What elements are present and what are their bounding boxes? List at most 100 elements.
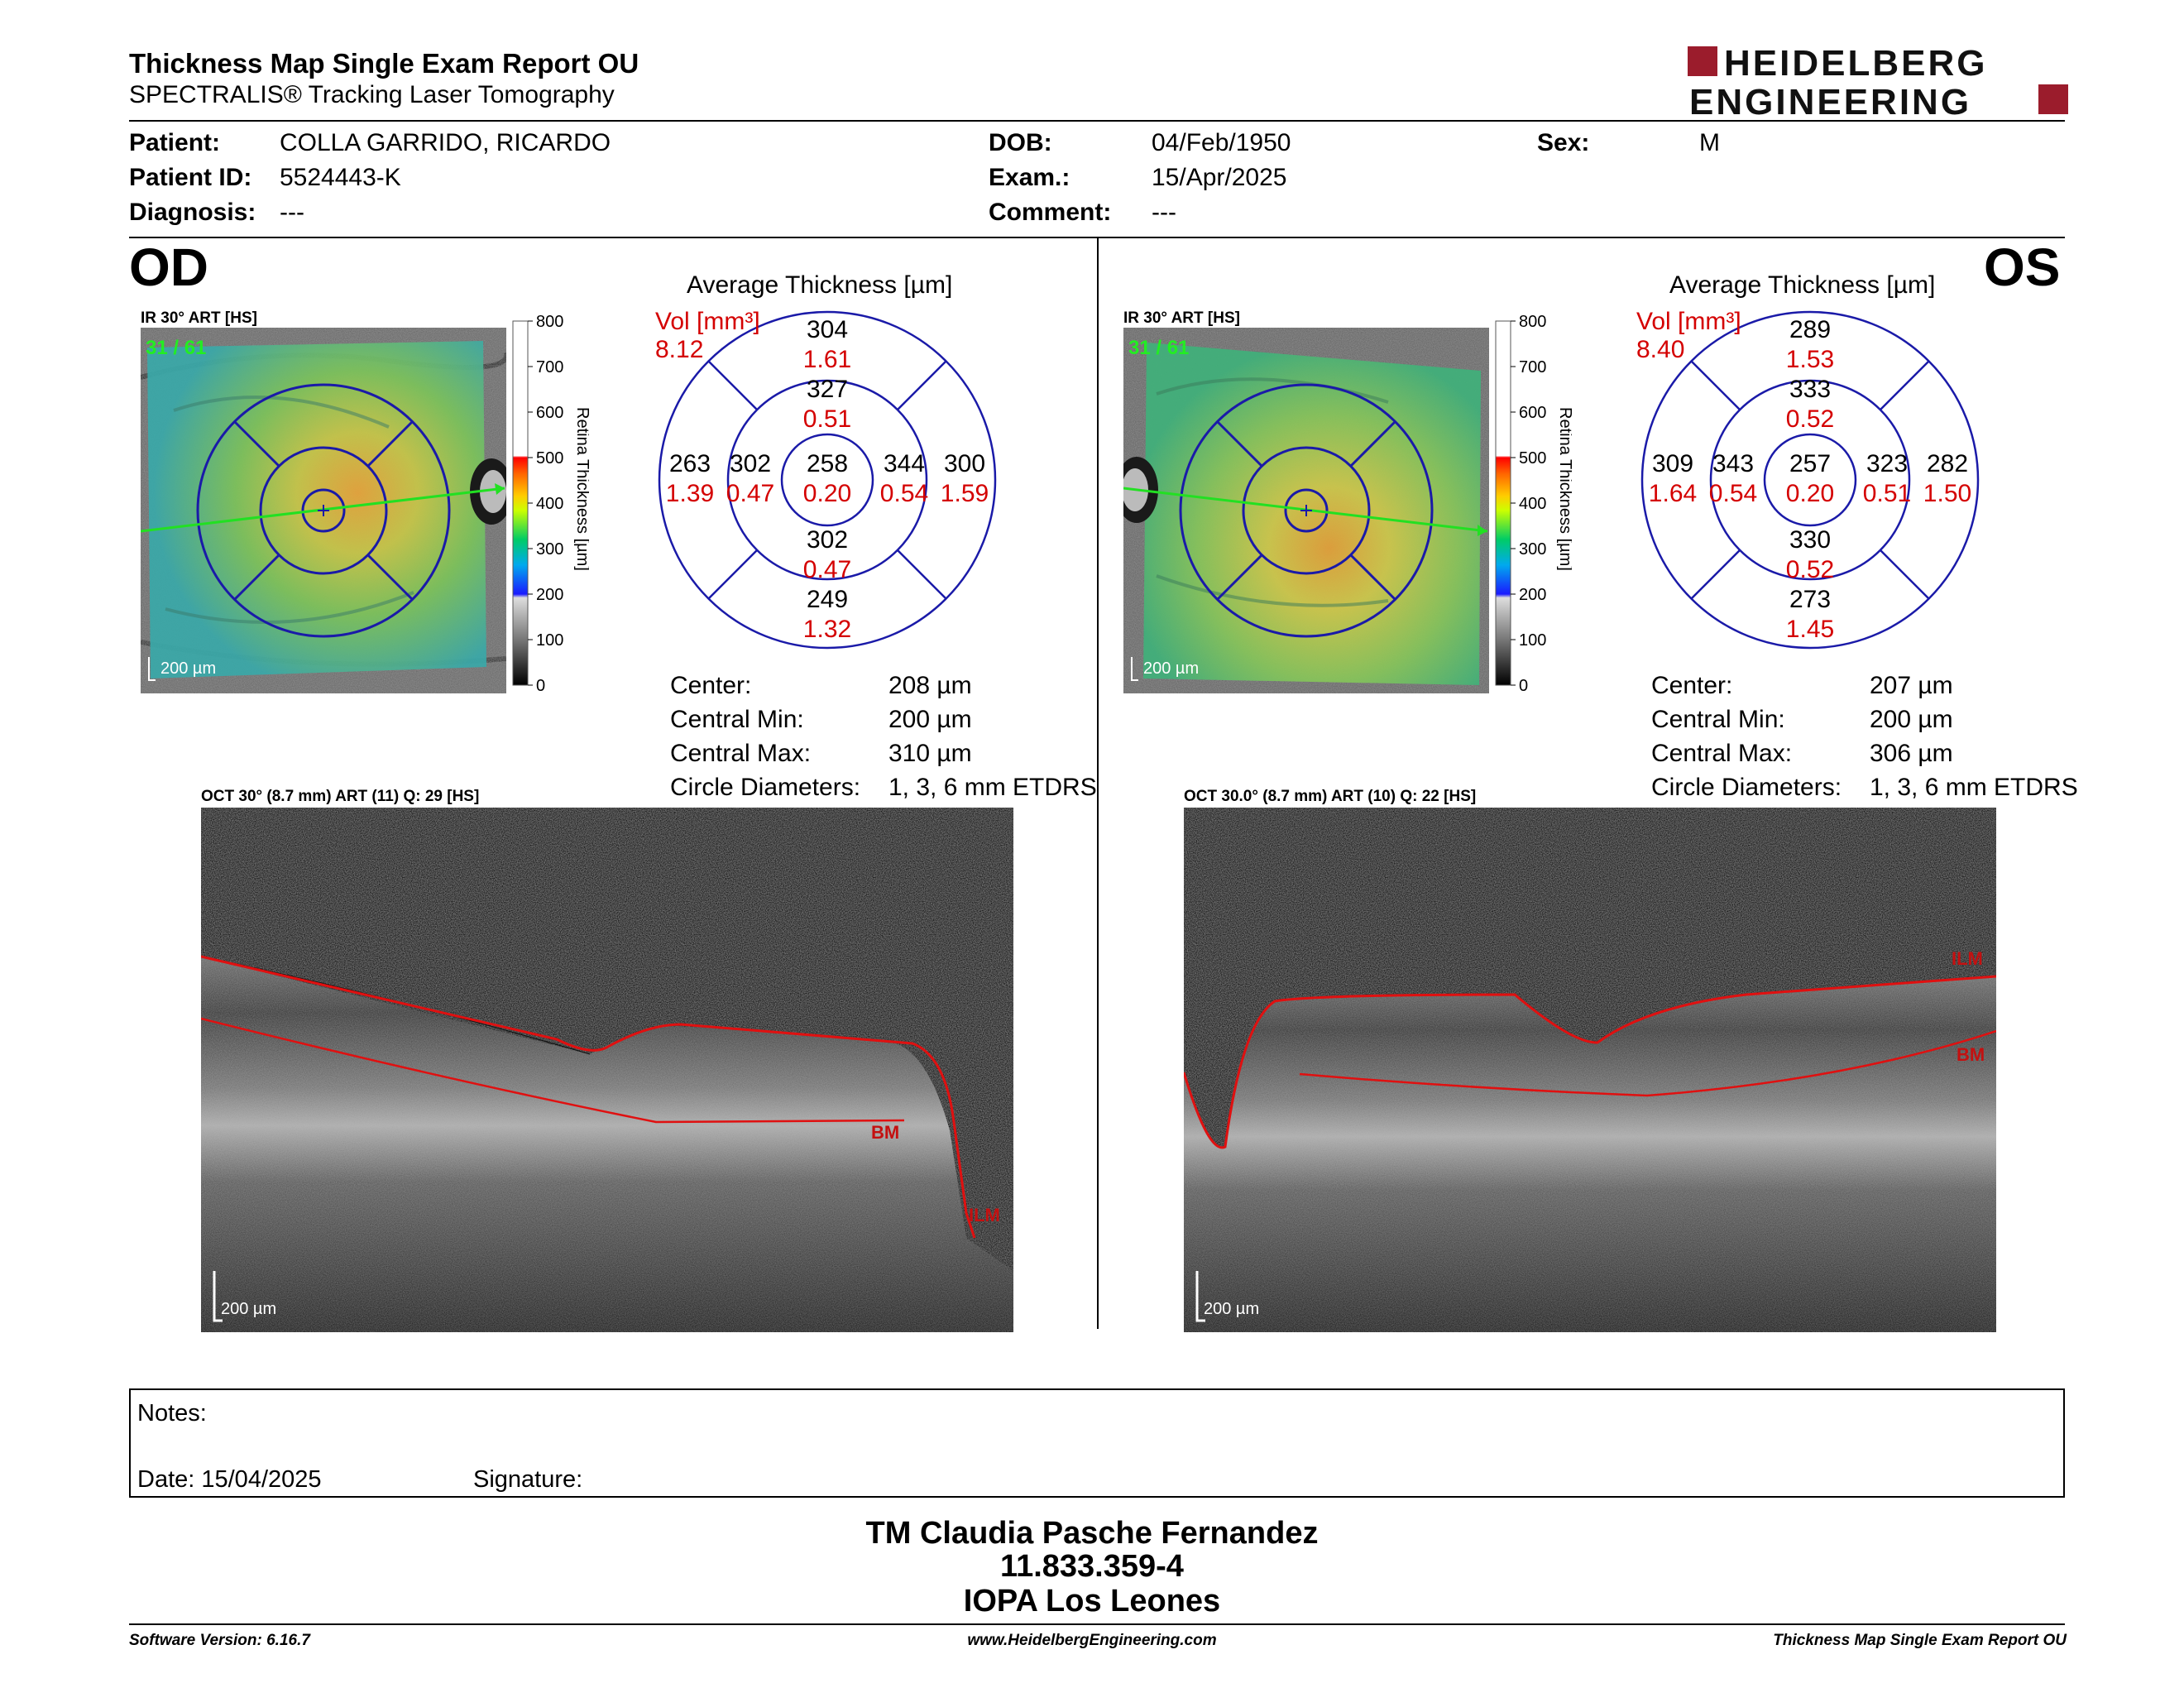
od-sector-inner-right-thickness: 344 bbox=[884, 450, 925, 477]
od-sector-inner-left-thickness: 302 bbox=[730, 450, 771, 477]
colorbar-tick-label: 600 bbox=[1519, 404, 1546, 422]
od-avg-title: Average Thickness [µm] bbox=[687, 271, 953, 299]
os-sector-inner-sup-thickness: 333 bbox=[1789, 376, 1831, 403]
od-sector-center-volume: 0.20 bbox=[803, 480, 851, 507]
os-sector-outer-inf-volume: 1.45 bbox=[1786, 616, 1834, 643]
os-bm-label: BM bbox=[1956, 1044, 1985, 1065]
eye-divider bbox=[1097, 238, 1099, 1329]
sex: M bbox=[1699, 129, 1720, 156]
colorbar-tick-label: 0 bbox=[536, 677, 545, 695]
od-ilm-label: ILM bbox=[969, 1205, 1000, 1225]
os-colorbar-ticks: 800 700 600 500 400 300 200 100 0 bbox=[1511, 313, 1546, 695]
od-sector-outer-inf-thickness: 249 bbox=[807, 586, 848, 613]
os-ir-scale: 200 µm bbox=[1143, 659, 1199, 678]
patient-id-label: Patient ID: bbox=[129, 164, 252, 191]
od-etdrs-grid: 3041.613270.512580.203020.472491.322631.… bbox=[658, 310, 997, 650]
os-stat-value-2: 306 µm bbox=[1870, 740, 1953, 767]
od-sector-center-thickness: 258 bbox=[807, 450, 848, 477]
od-ir-label: IR 30° ART [HS] bbox=[141, 309, 257, 327]
od-sector-outer-sup-volume: 1.61 bbox=[803, 346, 851, 373]
colorbar-tick-label: 100 bbox=[536, 631, 563, 650]
od-sector-inner-inf-thickness: 302 bbox=[807, 526, 848, 554]
os-sector-center-volume: 0.20 bbox=[1786, 480, 1834, 507]
footer-website[interactable]: www.HeidelbergEngineering.com bbox=[967, 1632, 1217, 1649]
os-etdrs-grid: 2891.533330.522570.203300.522731.453091.… bbox=[1640, 310, 1980, 650]
signer-institution: IOPA Los Leones bbox=[963, 1584, 1221, 1618]
od-stat-value-1: 200 µm bbox=[888, 706, 972, 733]
colorbar-tick-label: 100 bbox=[1519, 631, 1546, 650]
od-oct-bscan: BM ILM 200 µm bbox=[201, 808, 1013, 1332]
logo-line2: ENGINEERING bbox=[1689, 82, 1971, 117]
signer-id: 11.833.359-4 bbox=[1000, 1549, 1184, 1584]
od-sector-outer-right-volume: 1.59 bbox=[941, 480, 989, 507]
od-colorbar-ticks: 800 700 600 500 400 300 200 100 0 bbox=[528, 313, 563, 695]
od-sector-outer-inf-volume: 1.32 bbox=[803, 616, 851, 643]
os-sector-outer-left-volume: 1.64 bbox=[1649, 480, 1697, 507]
od-vol-label: Vol [mm³] bbox=[655, 308, 760, 335]
os-avg-title: Average Thickness [µm] bbox=[1669, 271, 1936, 299]
os-stat-value-1: 200 µm bbox=[1870, 706, 1953, 733]
colorbar-tick-label: 700 bbox=[1519, 358, 1546, 376]
os-sector-inner-left-thickness: 343 bbox=[1712, 450, 1754, 477]
diagnosis: --- bbox=[280, 199, 304, 226]
signer-name: TM Claudia Pasche Fernandez bbox=[865, 1516, 1319, 1551]
footer-rule bbox=[129, 1623, 2065, 1625]
os-colorbar-title: Retina Thickness [µm] bbox=[1556, 407, 1572, 571]
patient-rule bbox=[129, 237, 2065, 238]
os-stat-label-2: Central Max: bbox=[1651, 740, 1793, 767]
os-stat-label-1: Central Min: bbox=[1651, 706, 1785, 733]
colorbar-tick-label: 200 bbox=[1519, 586, 1546, 604]
colorbar-tick-label: 500 bbox=[1519, 449, 1546, 468]
signature-label: Signature: bbox=[473, 1466, 583, 1493]
os-ilm-label: ILM bbox=[1952, 948, 1983, 969]
od-sector-outer-left-thickness: 263 bbox=[669, 450, 711, 477]
os-sector-outer-right-thickness: 282 bbox=[1927, 450, 1968, 477]
footer-report-name: Thickness Map Single Exam Report OU bbox=[1773, 1632, 2067, 1649]
os-oct-bscan: ILM BM 200 µm bbox=[1184, 808, 1996, 1332]
report-title: Thickness Map Single Exam Report OU bbox=[129, 48, 639, 79]
patient-id: 5524443-K bbox=[280, 164, 401, 191]
od-colorbar: 800 700 600 500 400 300 200 100 0 Retina Thickne… bbox=[512, 313, 589, 695]
od-sector-inner-sup-thickness: 327 bbox=[807, 376, 848, 403]
os-sector-inner-right-volume: 0.51 bbox=[1863, 480, 1911, 507]
colorbar-tick-label: 700 bbox=[536, 358, 563, 376]
od-sector-inner-inf-volume: 0.47 bbox=[803, 556, 851, 583]
od-sector-inner-left-volume: 0.47 bbox=[726, 480, 774, 507]
os-ir-label: IR 30° ART [HS] bbox=[1123, 309, 1240, 327]
od-bm-label: BM bbox=[871, 1122, 899, 1143]
os-sector-inner-sup-volume: 0.52 bbox=[1786, 405, 1834, 433]
heidelberg-logo: HEIDELBERG ENGINEERING bbox=[1688, 45, 2068, 117]
os-stat-value-0: 207 µm bbox=[1870, 672, 1953, 699]
od-oct-scale: 200 µm bbox=[221, 1300, 276, 1318]
od-eye-label: OD bbox=[129, 237, 208, 297]
dob: 04/Feb/1950 bbox=[1152, 129, 1291, 156]
diagnosis-label: Diagnosis: bbox=[129, 199, 256, 226]
footer-software-version: Software Version: 6.16.7 bbox=[129, 1632, 310, 1649]
od-frame-counter: 31 / 61 bbox=[146, 337, 206, 359]
sex-label: Sex: bbox=[1537, 129, 1590, 156]
notes-box[interactable]: Notes: Date: 15/04/2025 Signature: bbox=[129, 1388, 2065, 1498]
patient-label: Patient: bbox=[129, 129, 221, 156]
od-sector-inner-sup-volume: 0.51 bbox=[803, 405, 851, 433]
os-sector-inner-left-volume: 0.54 bbox=[1709, 480, 1757, 507]
od-oct-label: OCT 30° (8.7 mm) ART (11) Q: 29 [HS] bbox=[201, 788, 480, 805]
os-vol-total: 8.40 bbox=[1636, 336, 1685, 363]
colorbar-tick-label: 800 bbox=[1519, 313, 1546, 331]
colorbar-tick-label: 800 bbox=[536, 313, 563, 331]
colorbar-tick-label: 600 bbox=[536, 404, 563, 422]
exam-label: Exam.: bbox=[989, 164, 1070, 191]
os-sector-inner-inf-thickness: 330 bbox=[1789, 526, 1831, 554]
os-frame-counter: 31 / 61 bbox=[1128, 337, 1189, 359]
patient-name: COLLA GARRIDO, RICARDO bbox=[280, 129, 611, 156]
od-sector-outer-sup-thickness: 304 bbox=[807, 316, 848, 343]
os-colorbar: 800 700 600 500 400 300 200 100 0 Retina Thickne… bbox=[1495, 313, 1572, 695]
od-stat-value-2: 310 µm bbox=[888, 740, 972, 767]
os-sector-outer-left-thickness: 309 bbox=[1652, 450, 1693, 477]
header-rule bbox=[129, 120, 2065, 122]
exam-date: 15/Apr/2025 bbox=[1152, 164, 1287, 191]
od-stat-value-3: 1, 3, 6 mm ETDRS bbox=[888, 774, 1097, 801]
dob-label: DOB: bbox=[989, 129, 1052, 156]
colorbar-tick-label: 500 bbox=[536, 449, 563, 468]
colorbar-tick-label: 200 bbox=[536, 586, 563, 604]
colorbar-tick-label: 400 bbox=[1519, 495, 1546, 513]
